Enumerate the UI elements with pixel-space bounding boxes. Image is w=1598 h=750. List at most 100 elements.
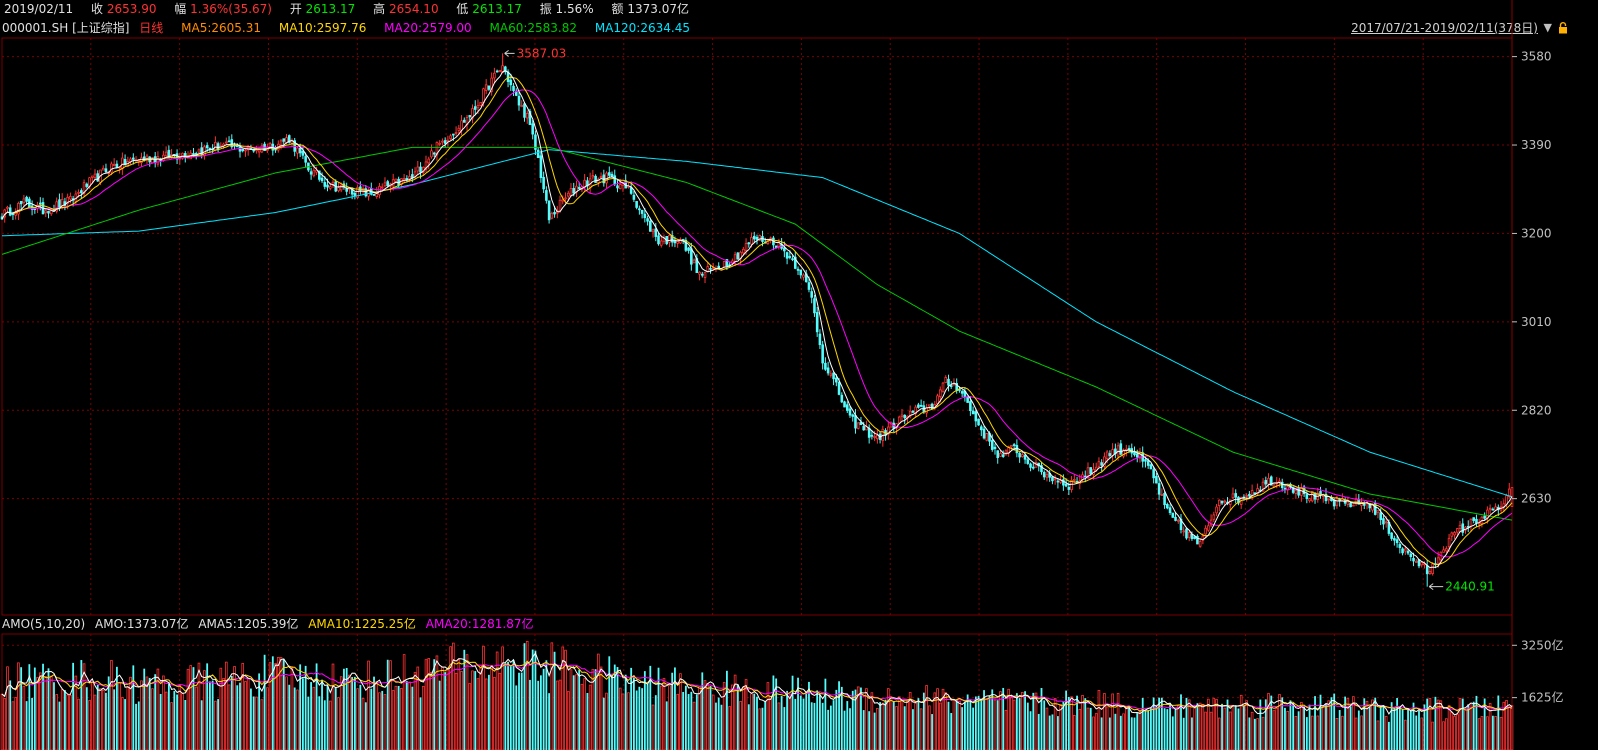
amo-bar (548, 693, 551, 750)
amo-bar (1267, 693, 1270, 750)
candle-body (610, 173, 614, 177)
amo-bar (599, 666, 603, 750)
amo-bar (1407, 709, 1409, 750)
amo-bar (351, 677, 354, 750)
amo-bar (225, 661, 228, 750)
amo-bar (293, 687, 296, 750)
amo-bar (1040, 688, 1043, 750)
candle-body (1507, 488, 1511, 498)
amo-bar (753, 693, 756, 750)
candle-body (1447, 537, 1451, 548)
amo-bar (1245, 700, 1248, 750)
date-range-selector[interactable]: 2017/07/21-2019/02/11(378日) (1351, 21, 1538, 35)
candle-body (197, 149, 201, 153)
candle-body (1382, 518, 1385, 525)
candle-body (1215, 506, 1218, 514)
candle-body (468, 115, 472, 118)
amo-bar (750, 693, 753, 750)
amo-bar (402, 654, 406, 750)
lock-icon[interactable] (1558, 22, 1568, 34)
candle-body (1267, 477, 1270, 485)
amo-bar (509, 666, 512, 750)
candle-body (1401, 548, 1404, 554)
amo-bar (1341, 715, 1344, 750)
period-label[interactable]: 日线 (139, 21, 164, 35)
amo-bar (1475, 695, 1478, 750)
candle-body (911, 410, 915, 413)
candle-body (1042, 471, 1046, 478)
candle-body (520, 105, 524, 108)
candle-body (829, 373, 833, 376)
amo-bar (389, 660, 392, 750)
price-candles (0, 60, 1514, 576)
amo-bar (1160, 697, 1163, 750)
amo-bar (85, 687, 88, 750)
symbol-code: 000001.SH (2, 21, 69, 35)
amo-bar (764, 701, 767, 750)
triangle-down-icon[interactable]: ▼ (1543, 21, 1552, 34)
amo-bar (794, 698, 797, 750)
candle-body (802, 274, 805, 278)
candle-body (862, 425, 865, 431)
candle-body (1488, 507, 1492, 510)
candle-body (115, 163, 119, 168)
amo-bar (214, 700, 217, 750)
amo-bar (731, 684, 734, 750)
candle-body (1305, 494, 1309, 499)
amo-bar (1344, 696, 1347, 750)
amo-bar (709, 685, 712, 750)
amo-bar (1426, 698, 1429, 750)
amo-bar (391, 690, 395, 750)
amo-bar (299, 664, 302, 750)
amo-bar (1078, 709, 1082, 750)
candle-body (320, 177, 324, 182)
amo-bar (944, 692, 948, 750)
amo-bar (1092, 716, 1095, 750)
candle-body (793, 256, 797, 269)
candle-body (1352, 504, 1355, 507)
amo-bar (523, 643, 526, 750)
candle-body (941, 382, 945, 393)
amo-bar (1453, 716, 1456, 750)
amo-bar (947, 701, 950, 750)
amo-bar (55, 694, 59, 750)
candle-body (378, 186, 381, 196)
candle-body (859, 421, 863, 426)
amplitude-value: 1.56% (555, 2, 594, 16)
amo-bar (1221, 703, 1223, 750)
candle-body (928, 404, 931, 407)
amo-bar (501, 646, 504, 750)
candle-body (328, 186, 332, 189)
candle-body (58, 199, 61, 208)
candle-body (679, 238, 682, 244)
candle-body (848, 408, 852, 416)
amo-bar (605, 692, 608, 750)
amo-bar (1073, 715, 1076, 750)
amo-bar (490, 665, 493, 750)
candle-body (244, 149, 247, 152)
candle-body (1089, 467, 1093, 474)
high-arrow-icon (504, 49, 515, 57)
candle-body (807, 282, 811, 290)
candle-body (684, 239, 688, 251)
candle-body (654, 228, 658, 237)
amo-bar (1472, 701, 1475, 750)
candle-body (657, 235, 660, 245)
amo-bar (917, 698, 920, 750)
amo-bar (1062, 701, 1065, 750)
amo-bar (17, 662, 20, 750)
amo-bar (148, 677, 151, 750)
amo-bar (646, 684, 649, 750)
amo-bar (276, 657, 280, 750)
candle-body (876, 435, 879, 440)
candle-body (205, 145, 209, 149)
close-label: 收 (91, 2, 104, 16)
amo-bar (1311, 715, 1314, 750)
candle-body (591, 175, 595, 178)
amo-bar (769, 696, 772, 750)
amo-bar (1261, 716, 1265, 750)
amo-bar (1480, 716, 1484, 750)
y-tick-label: 2820 (1521, 403, 1552, 417)
amo-bar (74, 675, 78, 750)
